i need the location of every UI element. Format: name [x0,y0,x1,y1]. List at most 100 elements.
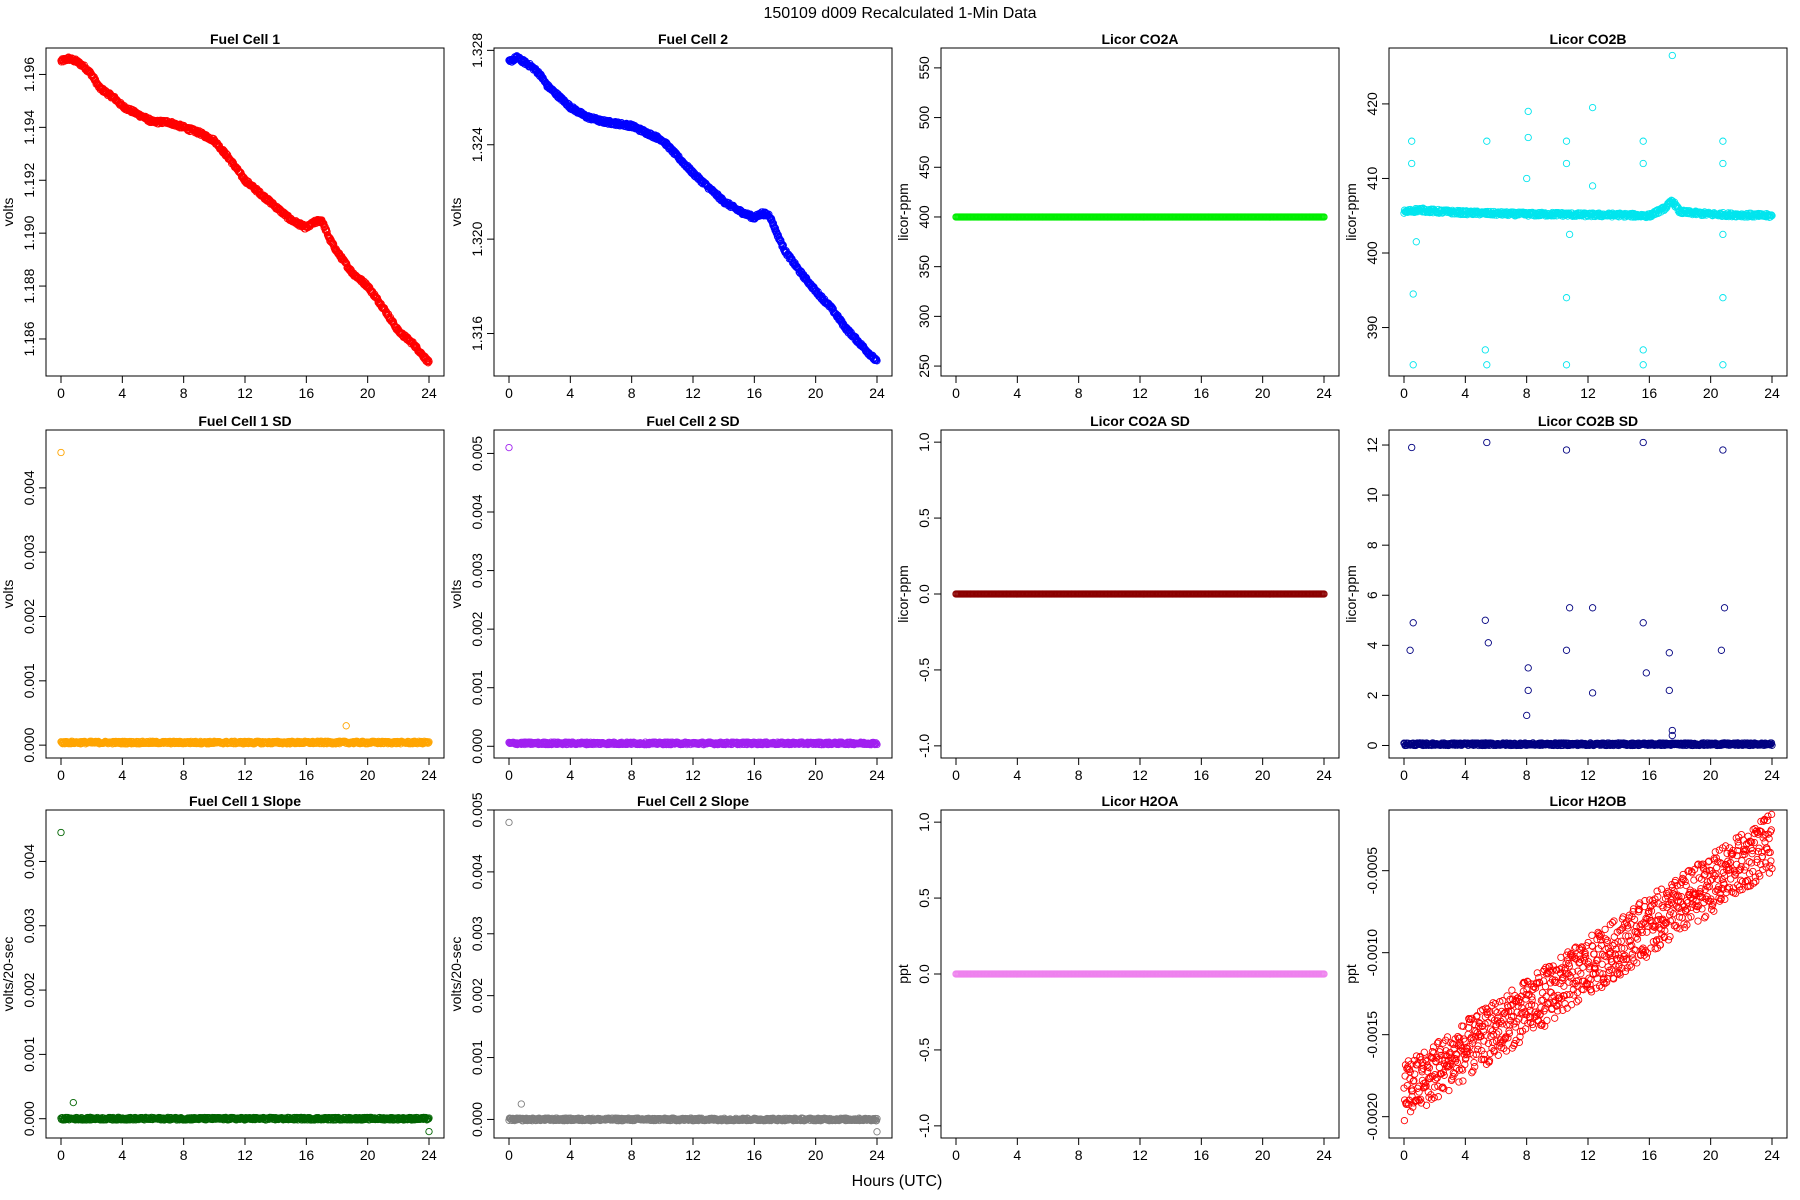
y-tick-label: 390 [1364,316,1380,340]
panel-title: Licor CO2B [1549,31,1626,47]
x-tick-label: 16 [747,767,763,783]
plot-frame [45,47,445,377]
x-tick-label: 20 [360,767,376,783]
y-tick-label: 0.000 [469,729,485,764]
outlier-point [57,448,65,457]
x-tick-label: 0 [57,767,65,783]
panel-title: Fuel Cell 1 SD [198,413,291,429]
x-tick-label: 4 [566,385,574,401]
data-points [505,52,881,365]
data-points [952,213,1328,221]
y-tick-label: 0.002 [21,599,37,634]
figure-title: 150109 d009 Recalculated 1-Min Data [763,5,1036,22]
x-tick-label: 8 [180,385,188,401]
x-tick-label: 20 [1255,385,1271,401]
x-tick-label: 20 [808,767,824,783]
plot-frame [940,47,1340,377]
outlier-point [1562,294,1571,302]
y-tick-label: 0.000 [21,727,37,762]
y-tick-label: 0.005 [469,436,485,471]
x-tick-label: 16 [1642,385,1658,401]
x-tick-label: 20 [808,385,824,401]
y-tick-label: 500 [916,106,932,130]
panel-title: Fuel Cell 2 SD [646,413,739,429]
x-tick-label: 0 [505,385,513,401]
data-points [1400,51,1776,369]
y-tick-label: 400 [916,205,932,229]
x-tick-label: 4 [118,385,126,401]
data-points [952,590,1328,598]
outlier-point [1639,137,1647,145]
y-tick-label: 1.316 [469,316,485,351]
y-tick-label: 1.192 [21,163,37,198]
y-tick-label: 0.001 [469,670,485,705]
y-axis-label: volts [0,198,16,227]
outlier-point [1562,361,1571,369]
x-tick-label: 24 [1764,767,1780,783]
y-tick-label: 1.0 [916,432,932,452]
x-tick-label: 0 [1400,385,1408,401]
plot-frame [45,429,445,759]
outlier-point [1562,159,1571,168]
x-tick-label: 12 [237,385,253,401]
x-tick-label: 8 [628,767,636,783]
x-tick-label: 24 [1316,767,1332,783]
y-tick-label: -0.5 [916,658,932,682]
x-tick-label: 4 [1013,767,1021,783]
x-tick-label: 20 [1255,767,1271,783]
y-axis-label: volts [448,198,464,227]
outlier-point [1481,346,1489,354]
outlier-point [1639,346,1647,354]
y-tick-label: 0.003 [469,553,485,588]
y-tick-label: -1.0 [916,734,932,758]
x-tick-label: 16 [299,385,315,401]
outlier-point [1719,230,1727,239]
x-tick-label: 12 [1580,767,1596,783]
y-tick-label: 410 [1364,167,1380,191]
x-tick-label: 12 [237,767,253,783]
y-tick-label: 0.003 [21,534,37,569]
y-tick-label: 550 [916,56,932,80]
y-tick-label: 0.001 [21,663,37,698]
x-tick-label: 20 [1703,385,1719,401]
y-axis-label: licor-ppm [895,183,911,241]
x-tick-label: 0 [505,767,513,783]
outlier-point [1524,133,1532,142]
x-tick-label: 8 [1523,385,1531,401]
x-tick-label: 0 [57,385,65,401]
x-tick-label: 8 [1075,385,1083,401]
panel-title: Fuel Cell 2 [658,31,728,47]
y-tick-label: 0.004 [469,494,485,529]
y-tick-label: 0.002 [469,611,485,646]
x-tick-label: 16 [747,385,763,401]
outlier-point [1565,230,1574,239]
outlier-point [1483,361,1491,369]
x-tick-label: 20 [1703,767,1719,783]
x-tick-label: 8 [1523,767,1531,783]
y-tick-label: 0.0 [916,584,932,604]
x-tick-label: 12 [1132,767,1148,783]
outlier-point [1524,107,1532,116]
outlier-point [1719,159,1727,168]
outlier-point [1588,103,1597,112]
y-tick-label: 250 [916,354,932,378]
x-tick-label: 8 [180,767,188,783]
x-tick-label: 24 [869,767,885,783]
y-tick-label: 1.190 [21,215,37,250]
x-tick-label: 0 [1400,767,1408,783]
x-tick-label: 4 [1461,767,1469,783]
y-axis-label: licor-ppm [1343,565,1359,623]
y-tick-label: 1.196 [21,57,37,92]
panel-title: Licor CO2B SD [1538,413,1638,429]
outlier-point [1719,294,1727,302]
x-tick-label: 24 [421,385,437,401]
x-tick-label: 24 [1764,385,1780,401]
x-tick-label: 12 [1132,385,1148,401]
